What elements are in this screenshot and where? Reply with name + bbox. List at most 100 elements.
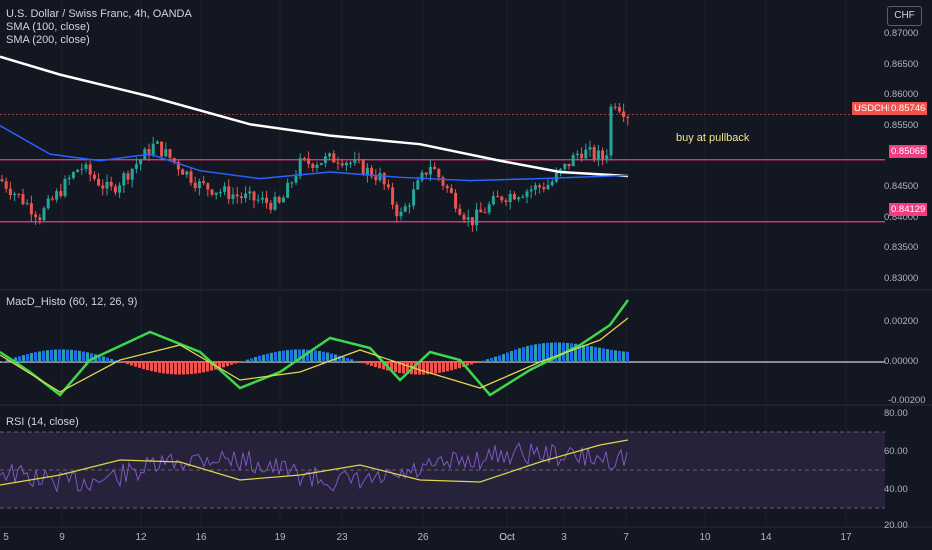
candle-body [101, 185, 105, 189]
macd-histogram-bar [266, 353, 269, 362]
candle-body [307, 158, 311, 164]
candle-body [344, 162, 348, 166]
candle-body [277, 196, 281, 203]
candle-body [622, 111, 626, 118]
macd-histogram-bar [290, 349, 293, 362]
macd-histogram-bar [314, 350, 317, 362]
candle-body [147, 149, 151, 156]
candle-body [533, 185, 537, 190]
candle-body [399, 211, 403, 217]
macd-histogram-bar [450, 362, 453, 371]
macd-histogram-bar [370, 362, 373, 366]
macd-histogram-bar [458, 362, 461, 369]
candle-body [34, 214, 38, 218]
macd-histogram-bar [486, 359, 489, 362]
time-tick: 14 [760, 532, 772, 543]
macd-histogram-bar [26, 354, 29, 362]
macd-histogram-bar [490, 357, 493, 362]
macd-histogram-bar [442, 362, 445, 373]
time-tick: 19 [274, 532, 286, 543]
candle-body [260, 197, 264, 200]
candle-body [252, 191, 256, 201]
time-tick: 12 [135, 532, 147, 543]
candle-body [134, 164, 138, 169]
macd-histogram-bar [42, 350, 45, 362]
candle-body [21, 194, 25, 205]
macd-histogram-bar [406, 362, 409, 374]
macd-histogram-bar [446, 362, 449, 372]
currency-selector[interactable]: CHF [887, 6, 922, 26]
macd-histogram-bar [298, 349, 301, 362]
candle-body [525, 191, 529, 197]
macd-histogram-bar [218, 362, 221, 369]
candle-body [504, 200, 508, 203]
macd-histogram-bar [90, 353, 93, 362]
candle-body [71, 172, 75, 178]
candle-body [592, 147, 596, 160]
candle-body [382, 173, 386, 185]
macd-histogram-bar [534, 344, 537, 362]
candle-body [445, 185, 449, 189]
candle-body [109, 181, 113, 187]
macd-histogram-bar [150, 362, 153, 372]
candle-body [92, 174, 96, 179]
macd-histogram-bar [82, 351, 85, 362]
candle-body [349, 162, 353, 164]
price-tick: 0.84500 [884, 181, 919, 192]
macd-histogram-bar [66, 349, 69, 362]
macd-histogram-bar [382, 362, 385, 370]
time-tick: 23 [336, 532, 348, 543]
price-tick: 0.83000 [884, 273, 919, 284]
candle-body [193, 182, 197, 189]
candle-body [403, 206, 407, 212]
macd-histogram-bar [2, 361, 5, 362]
time-tick: 26 [417, 532, 429, 543]
macd-histogram-bar [106, 357, 109, 362]
macd-histogram-bar [50, 349, 53, 362]
candle-body [496, 196, 500, 198]
macd-histogram-bar [530, 345, 533, 362]
candle-body [550, 181, 554, 186]
candle-body [281, 197, 285, 203]
candle-body [546, 185, 550, 190]
candle-body [214, 192, 218, 195]
candle-body [487, 204, 491, 213]
candle-body [273, 196, 277, 210]
candle-body [567, 163, 571, 167]
candle-body [118, 185, 122, 193]
macd-histogram-bar [234, 362, 237, 364]
macd-histogram-bar [346, 358, 349, 362]
candle-body [302, 158, 306, 160]
candle-body [105, 181, 109, 189]
macd-histogram-bar [22, 355, 25, 362]
candle-body [407, 205, 411, 207]
macd-histogram-bar [226, 362, 229, 367]
symbol-tag: USDCHF [852, 102, 896, 115]
candle-body [223, 186, 227, 192]
macd-histogram-bar [474, 362, 477, 364]
candle-body [294, 176, 298, 183]
macd-histogram-bar [506, 352, 509, 362]
macd-histogram-bar [186, 362, 189, 375]
time-tick: 9 [59, 532, 65, 543]
price-tick: 0.87000 [884, 28, 919, 39]
candle-body [470, 217, 474, 226]
macd-histogram-bar [514, 349, 517, 362]
candle-body [97, 178, 101, 186]
macd-histogram-bar [622, 351, 625, 362]
macd-histogram-bar [438, 362, 441, 373]
macd-histogram-bar [254, 357, 257, 362]
macd-histogram-bar [610, 349, 613, 362]
candle-body [370, 167, 374, 177]
candle-body [248, 191, 252, 194]
candle-body [244, 193, 248, 199]
candle-body [529, 189, 533, 192]
candle-body [4, 181, 8, 189]
sma200-legend: SMA (200, close) [6, 34, 90, 46]
macd-histogram-bar [286, 350, 289, 362]
upper-line-tag: 0.85065 [889, 145, 928, 158]
macd-histogram-bar [170, 362, 173, 375]
candle-body [319, 163, 323, 165]
candle-body [609, 106, 613, 156]
